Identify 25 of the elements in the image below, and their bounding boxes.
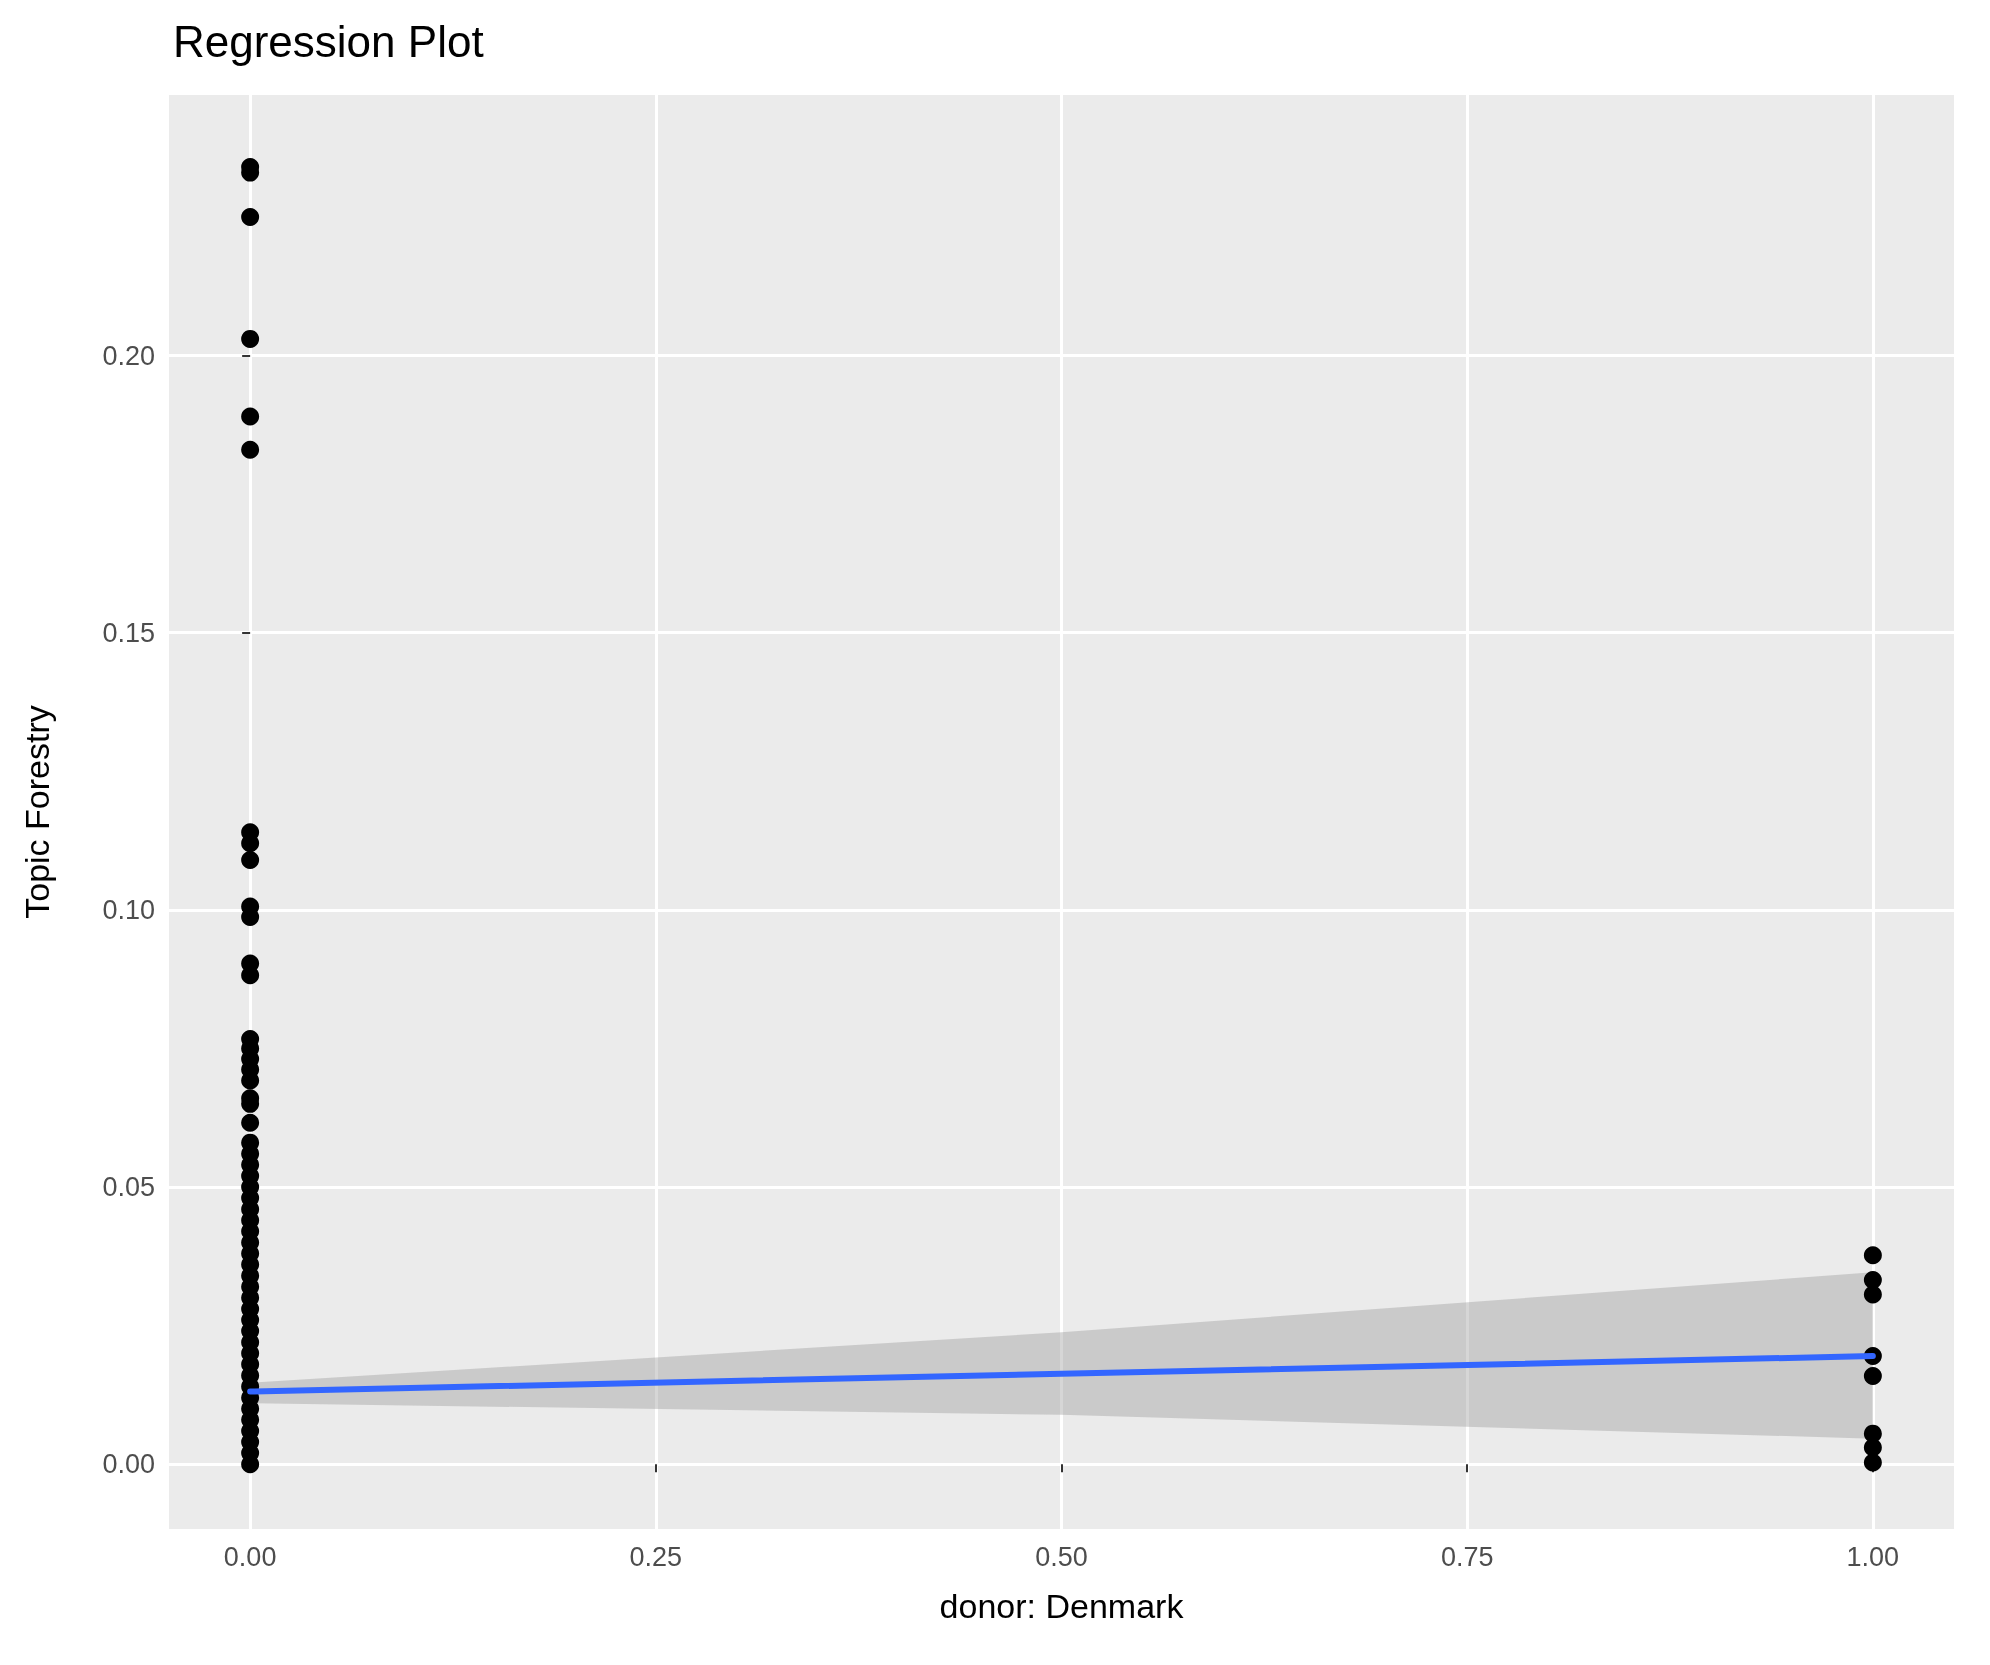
point	[1863, 1453, 1882, 1472]
y-tick-label: 0.20	[102, 340, 155, 371]
point	[1863, 1438, 1882, 1457]
y-axis-title: Topic Forestry	[18, 705, 56, 919]
point	[1863, 1246, 1882, 1265]
point	[1863, 1367, 1882, 1386]
chart-title: Regression Plot	[173, 16, 484, 66]
x-tick-label: 0.50	[1035, 1541, 1088, 1572]
x-axis-title: donor: Denmark	[939, 1587, 1185, 1625]
y-tick-label: 0.00	[102, 1449, 155, 1480]
point	[241, 207, 260, 226]
point	[241, 440, 260, 459]
point	[1863, 1271, 1882, 1290]
point	[1863, 1285, 1882, 1304]
y-tick-label: 0.15	[102, 617, 155, 648]
y-tick-label: 0.05	[102, 1171, 155, 1202]
x-tick-label: 0.25	[629, 1541, 683, 1572]
y-tick-label: 0.10	[102, 894, 155, 925]
point	[241, 850, 260, 869]
point	[241, 407, 260, 426]
point	[241, 1113, 260, 1132]
x-tick-label: 0.75	[1440, 1541, 1494, 1572]
x-tick-label: 0.00	[223, 1541, 277, 1572]
point	[241, 329, 260, 348]
x-tick-label: 1.00	[1846, 1541, 1900, 1572]
